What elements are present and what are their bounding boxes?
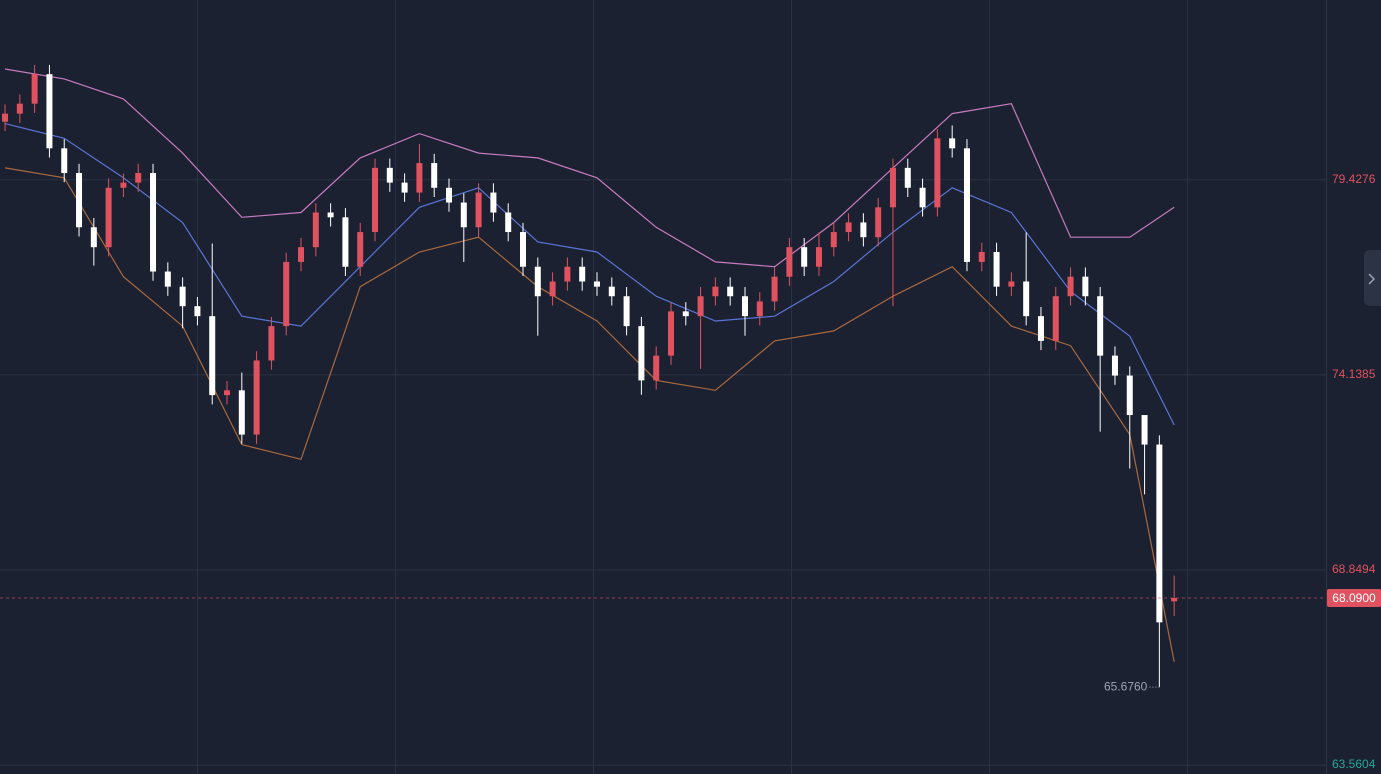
- candle-body: [446, 187, 453, 203]
- last-price-badge: [1327, 589, 1381, 608]
- candle-body: [727, 286, 734, 297]
- candle-body: [993, 251, 1000, 287]
- candle-body: [1171, 598, 1178, 602]
- candle-body: [401, 182, 408, 193]
- candle-body: [638, 326, 645, 381]
- candle-body: [653, 355, 660, 381]
- band-line: [4, 167, 1175, 662]
- candle-body: [61, 148, 68, 174]
- candle-body: [312, 212, 319, 248]
- candle-body: [771, 276, 778, 302]
- candle-body: [682, 311, 689, 317]
- candle-body: [135, 173, 142, 183]
- candle-body: [786, 247, 793, 277]
- candle-body: [623, 296, 630, 327]
- candle-body: [667, 311, 674, 356]
- plot: 79.4276 74.1385 68.8494 63.5604 65.6760: [0, 64, 1376, 771]
- candle-body: [179, 286, 186, 307]
- candle-body: [342, 217, 349, 267]
- candle-body: [298, 247, 305, 262]
- candle-body: [209, 316, 216, 396]
- candle-body: [875, 207, 882, 238]
- candle-body: [904, 167, 911, 188]
- candle-body: [608, 286, 615, 297]
- candle-body: [253, 360, 260, 435]
- candle-body: [505, 212, 512, 233]
- candle-body: [889, 167, 896, 208]
- candle-body: [386, 167, 393, 183]
- candle-body: [978, 251, 985, 262]
- candle-body: [150, 173, 157, 272]
- y-tick-label: 79.4276: [1332, 172, 1376, 186]
- low-marker-label: 65.6760: [1104, 679, 1148, 693]
- candle-body: [31, 74, 38, 104]
- candle-body: [327, 212, 334, 218]
- y-tick-label: 68.8494: [1332, 562, 1376, 576]
- candle-body: [934, 138, 941, 208]
- candle-body: [475, 192, 482, 228]
- candle-body: [46, 74, 53, 149]
- candle-body: [1023, 281, 1030, 317]
- candle-body: [1008, 281, 1015, 287]
- candle-body: [460, 202, 467, 228]
- candle-body: [224, 390, 231, 396]
- tab-arrow[interactable]: [1368, 273, 1376, 285]
- candle-body: [860, 222, 867, 238]
- candle-body: [579, 266, 586, 282]
- candle-body: [431, 163, 438, 188]
- candle-body: [801, 247, 808, 267]
- candle-body: [520, 232, 527, 267]
- candle-body: [268, 326, 275, 361]
- candle-body: [1156, 444, 1163, 623]
- candle-body: [1126, 375, 1133, 416]
- candle-body: [919, 187, 926, 208]
- candle-body: [1052, 296, 1059, 341]
- vertical-grid: [197, 0, 1188, 774]
- candle-body: [1082, 276, 1089, 297]
- candle-body: [549, 281, 556, 297]
- candle-body: [1037, 316, 1044, 341]
- candle-body: [490, 192, 497, 213]
- candle-body: [949, 138, 956, 149]
- candle-body: [564, 266, 571, 282]
- candle-body: [238, 390, 245, 435]
- candle-body: [357, 232, 364, 267]
- candle-body: [697, 296, 704, 317]
- candle-body: [963, 148, 970, 262]
- candle-body: [712, 286, 719, 297]
- candle-body: [194, 306, 201, 317]
- candle-body: [372, 167, 379, 233]
- candle-body: [741, 296, 748, 317]
- y-tick-label: 74.1385: [1332, 367, 1376, 381]
- candle-body: [283, 261, 290, 327]
- candle-body: [815, 247, 822, 267]
- candle-body: [845, 222, 852, 233]
- candle-body: [534, 266, 541, 297]
- candle-body: [1067, 276, 1074, 297]
- candle-body: [164, 271, 171, 287]
- band-line: [4, 123, 1175, 426]
- last-price-label: 68.0900: [1332, 591, 1376, 605]
- candle-body: [1097, 296, 1104, 356]
- candle-body: [593, 281, 600, 287]
- candle-body: [830, 232, 837, 248]
- candle-body: [120, 182, 127, 188]
- candle-body: [76, 173, 83, 228]
- candle-body: [416, 163, 423, 193]
- candle-body: [2, 113, 9, 122]
- candle-body: [90, 227, 97, 248]
- candle-body: [1111, 355, 1118, 376]
- candle-body: [1141, 415, 1148, 445]
- candle-body: [756, 301, 763, 317]
- y-tick-label: 63.5604: [1332, 757, 1376, 771]
- candle-body: [16, 103, 23, 114]
- band-line: [4, 68, 1175, 268]
- candle-body: [105, 187, 112, 248]
